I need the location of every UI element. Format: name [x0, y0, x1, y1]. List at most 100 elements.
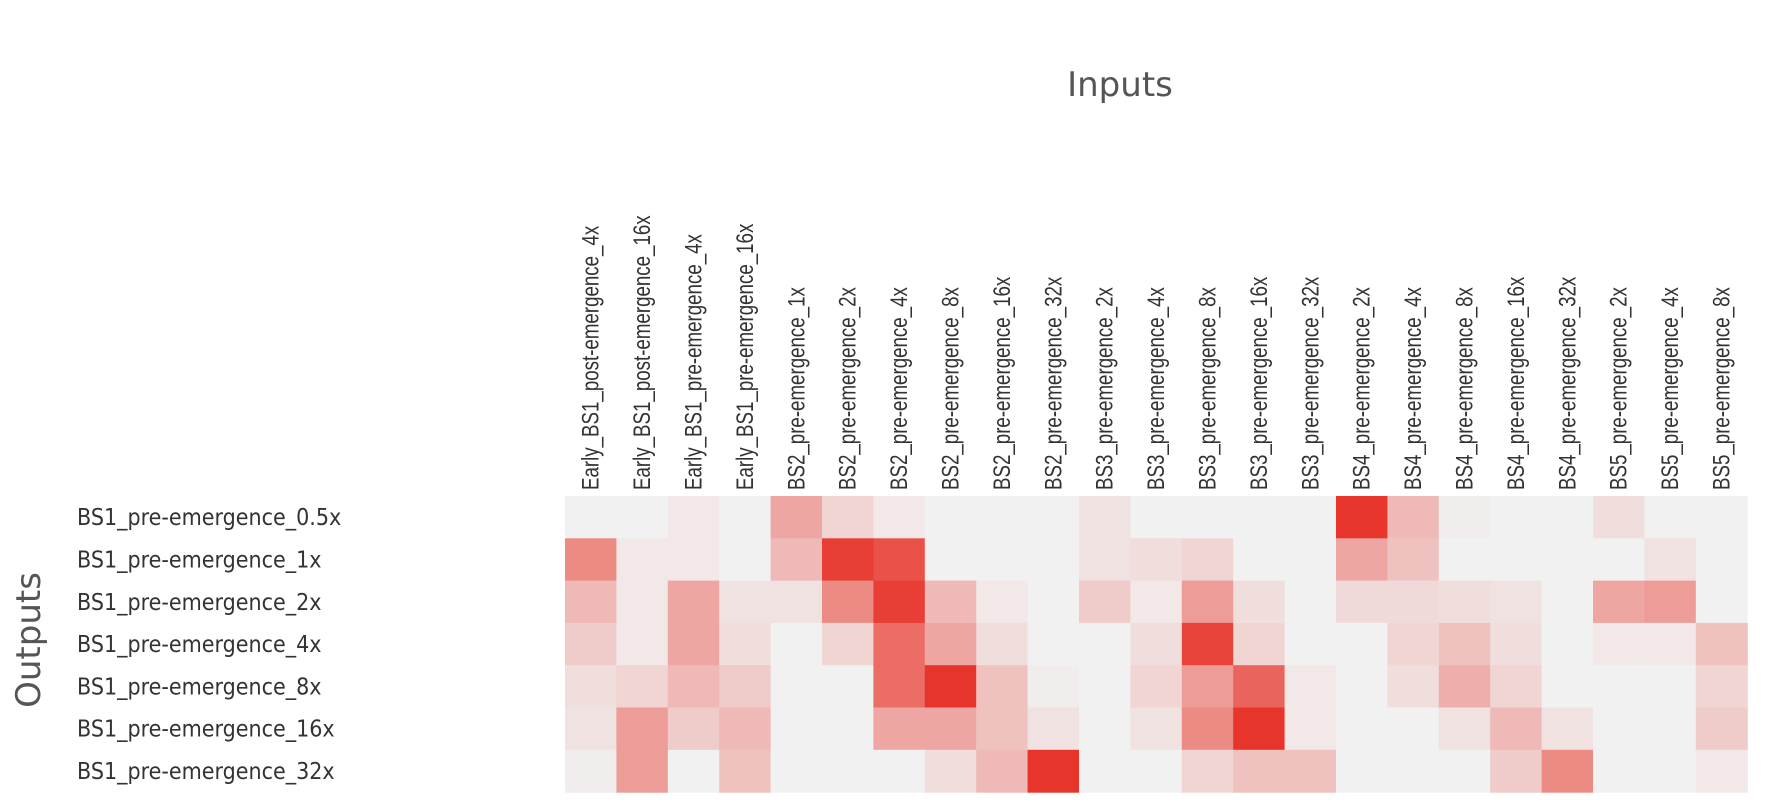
row-label: BS1_pre-emergence_1x: [77, 547, 322, 573]
heatmap-cell-r0-c22: [1695, 496, 1748, 539]
heatmap-cell-r6-c0: [565, 749, 617, 793]
heatmap-cell-r0-c12: [1181, 496, 1234, 539]
heatmap-cell-r5-c14: [1284, 707, 1337, 751]
heatmap-cell-r1-c17: [1438, 538, 1491, 582]
heatmap-cell-r6-c4: [770, 749, 823, 793]
heatmap-cell-r6-c17: [1438, 749, 1491, 793]
row-label: BS1_pre-emergence_16x: [77, 717, 335, 743]
heatmap-cell-r3-c15: [1336, 622, 1388, 666]
heatmap-cell-r0-c0: [565, 496, 617, 539]
heatmap-cell-r2-c14: [1284, 580, 1337, 624]
column-label: BS4_pre-emergence_16x: [1503, 277, 1530, 490]
row-label: BS1_pre-emergence_32x: [77, 759, 335, 785]
heatmap-cell-r3-c18: [1490, 622, 1543, 666]
heatmap-cell-r4-c11: [1130, 665, 1183, 709]
heatmap-cell-r1-c22: [1695, 538, 1748, 582]
column-label: Early_BS1_post-emergence_16x: [629, 215, 656, 490]
column-label: BS3_pre-emergence_4x: [1143, 287, 1170, 490]
heatmap-cell-r4-c8: [976, 665, 1029, 709]
heatmap-cell-r1-c1: [616, 538, 669, 582]
column-label: BS3_pre-emergence_8x: [1194, 287, 1221, 490]
heatmap-cell-r4-c0: [565, 665, 617, 709]
heatmap-cell-r5-c6: [873, 707, 926, 751]
heatmap-cell-r6-c15: [1336, 749, 1388, 793]
heatmap-cell-r1-c4: [770, 538, 823, 582]
heatmap-cell-r6-c12: [1181, 749, 1234, 793]
heatmap-cell-r4-c2: [667, 665, 720, 709]
heatmap-cell-r0-c3: [719, 496, 772, 539]
heatmap-cell-r4-c7: [924, 665, 977, 709]
heatmap-cell-r5-c10: [1079, 707, 1131, 751]
column-tick-labels: Early_BS1_post-emergence_4x Early_BS1_pos…: [578, 215, 1736, 490]
heatmap-cell-r5-c11: [1130, 707, 1183, 751]
heatmap-cell-r1-c15: [1336, 538, 1388, 582]
heatmap-cell-r3-c14: [1284, 622, 1337, 666]
heatmap-cell-r4-c15: [1336, 665, 1388, 709]
column-label: BS2_pre-emergence_8x: [937, 287, 964, 490]
heatmap-cell-r5-c3: [719, 707, 772, 751]
heatmap-cell-r0-c20: [1593, 496, 1645, 539]
heatmap-cell-r2-c19: [1541, 580, 1594, 624]
heatmap-cell-r2-c15: [1336, 580, 1388, 624]
heatmap-cell-r6-c3: [719, 749, 772, 793]
heatmap-cell-r3-c9: [1027, 622, 1080, 666]
heatmap-cell-r2-c9: [1027, 580, 1080, 624]
heatmap-cell-r2-c7: [924, 580, 977, 624]
column-label: BS5_pre-emergence_8x: [1708, 287, 1735, 490]
heatmap-cell-r0-c2: [667, 496, 720, 539]
heatmap-cell-r3-c17: [1438, 622, 1491, 666]
heatmap-cell-r0-c8: [976, 496, 1029, 539]
heatmap-cell-r4-c19: [1541, 665, 1594, 709]
heatmap-cell-r5-c7: [924, 707, 977, 751]
heatmap-cell-r6-c6: [873, 749, 926, 793]
heatmap-cell-r1-c13: [1233, 538, 1286, 582]
row-label: BS1_pre-emergence_0.5x: [77, 505, 341, 531]
heatmap-cell-r4-c6: [873, 665, 926, 709]
row-label: BS1_pre-emergence_2x: [77, 590, 322, 616]
heatmap-cell-r1-c3: [719, 538, 772, 582]
heatmap-cell-r4-c21: [1644, 665, 1697, 709]
heatmap-cell-r4-c20: [1593, 665, 1645, 709]
heatmap-cell-r2-c10: [1079, 580, 1131, 624]
heatmap-cell-r6-c10: [1079, 749, 1131, 793]
heatmap-cell-r4-c12: [1181, 665, 1234, 709]
heatmap-cell-r1-c5: [822, 538, 874, 582]
heatmap-cell-r5-c17: [1438, 707, 1491, 751]
heatmap-cell-r2-c21: [1644, 580, 1697, 624]
heatmap-cell-r6-c21: [1644, 749, 1697, 793]
heatmap-cell-r3-c2: [667, 622, 720, 666]
heatmap-cell-r5-c12: [1181, 707, 1234, 751]
heatmap-cell-r6-c1: [616, 749, 669, 793]
heatmap-cell-r2-c13: [1233, 580, 1286, 624]
row-label: BS1_pre-emergence_8x: [77, 674, 322, 700]
heatmap-cell-r4-c9: [1027, 665, 1080, 709]
heatmap-cell-r1-c18: [1490, 538, 1543, 582]
heatmap-cell-r3-c7: [924, 622, 977, 666]
heatmap-cell-r3-c19: [1541, 622, 1594, 666]
heatmap-cell-r5-c18: [1490, 707, 1543, 751]
heatmap-cell-r0-c5: [822, 496, 874, 539]
column-label: BS3_pre-emergence_16x: [1246, 277, 1273, 490]
heatmap-cell-r0-c1: [616, 496, 669, 539]
column-label: BS2_pre-emergence_2x: [835, 287, 862, 490]
heatmap-cell-r6-c2: [667, 749, 720, 793]
heatmap-cell-r3-c16: [1387, 622, 1440, 666]
row-label: BS1_pre-emergence_4x: [77, 632, 322, 658]
heatmap-cell-r6-c8: [976, 749, 1029, 793]
heatmap-cell-r4-c17: [1438, 665, 1491, 709]
heatmap-cell-r1-c10: [1079, 538, 1131, 582]
heatmap-cell-r1-c8: [976, 538, 1029, 582]
heatmap-cell-r5-c0: [565, 707, 617, 751]
heatmap-cell-r2-c22: [1695, 580, 1748, 624]
heatmap-cell-r2-c3: [719, 580, 772, 624]
heatmap-cell-r3-c22: [1695, 622, 1748, 666]
heatmap-cell-r3-c8: [976, 622, 1029, 666]
heatmap-cells: [565, 496, 1748, 793]
heatmap-cell-r3-c20: [1593, 622, 1645, 666]
heatmap-cell-r5-c20: [1593, 707, 1645, 751]
heatmap-cell-r4-c10: [1079, 665, 1131, 709]
heatmap-cell-r4-c14: [1284, 665, 1337, 709]
column-label: BS3_pre-emergence_2x: [1092, 287, 1119, 490]
heatmap-cell-r6-c5: [822, 749, 874, 793]
column-label: BS2_pre-emergence_4x: [886, 287, 913, 490]
